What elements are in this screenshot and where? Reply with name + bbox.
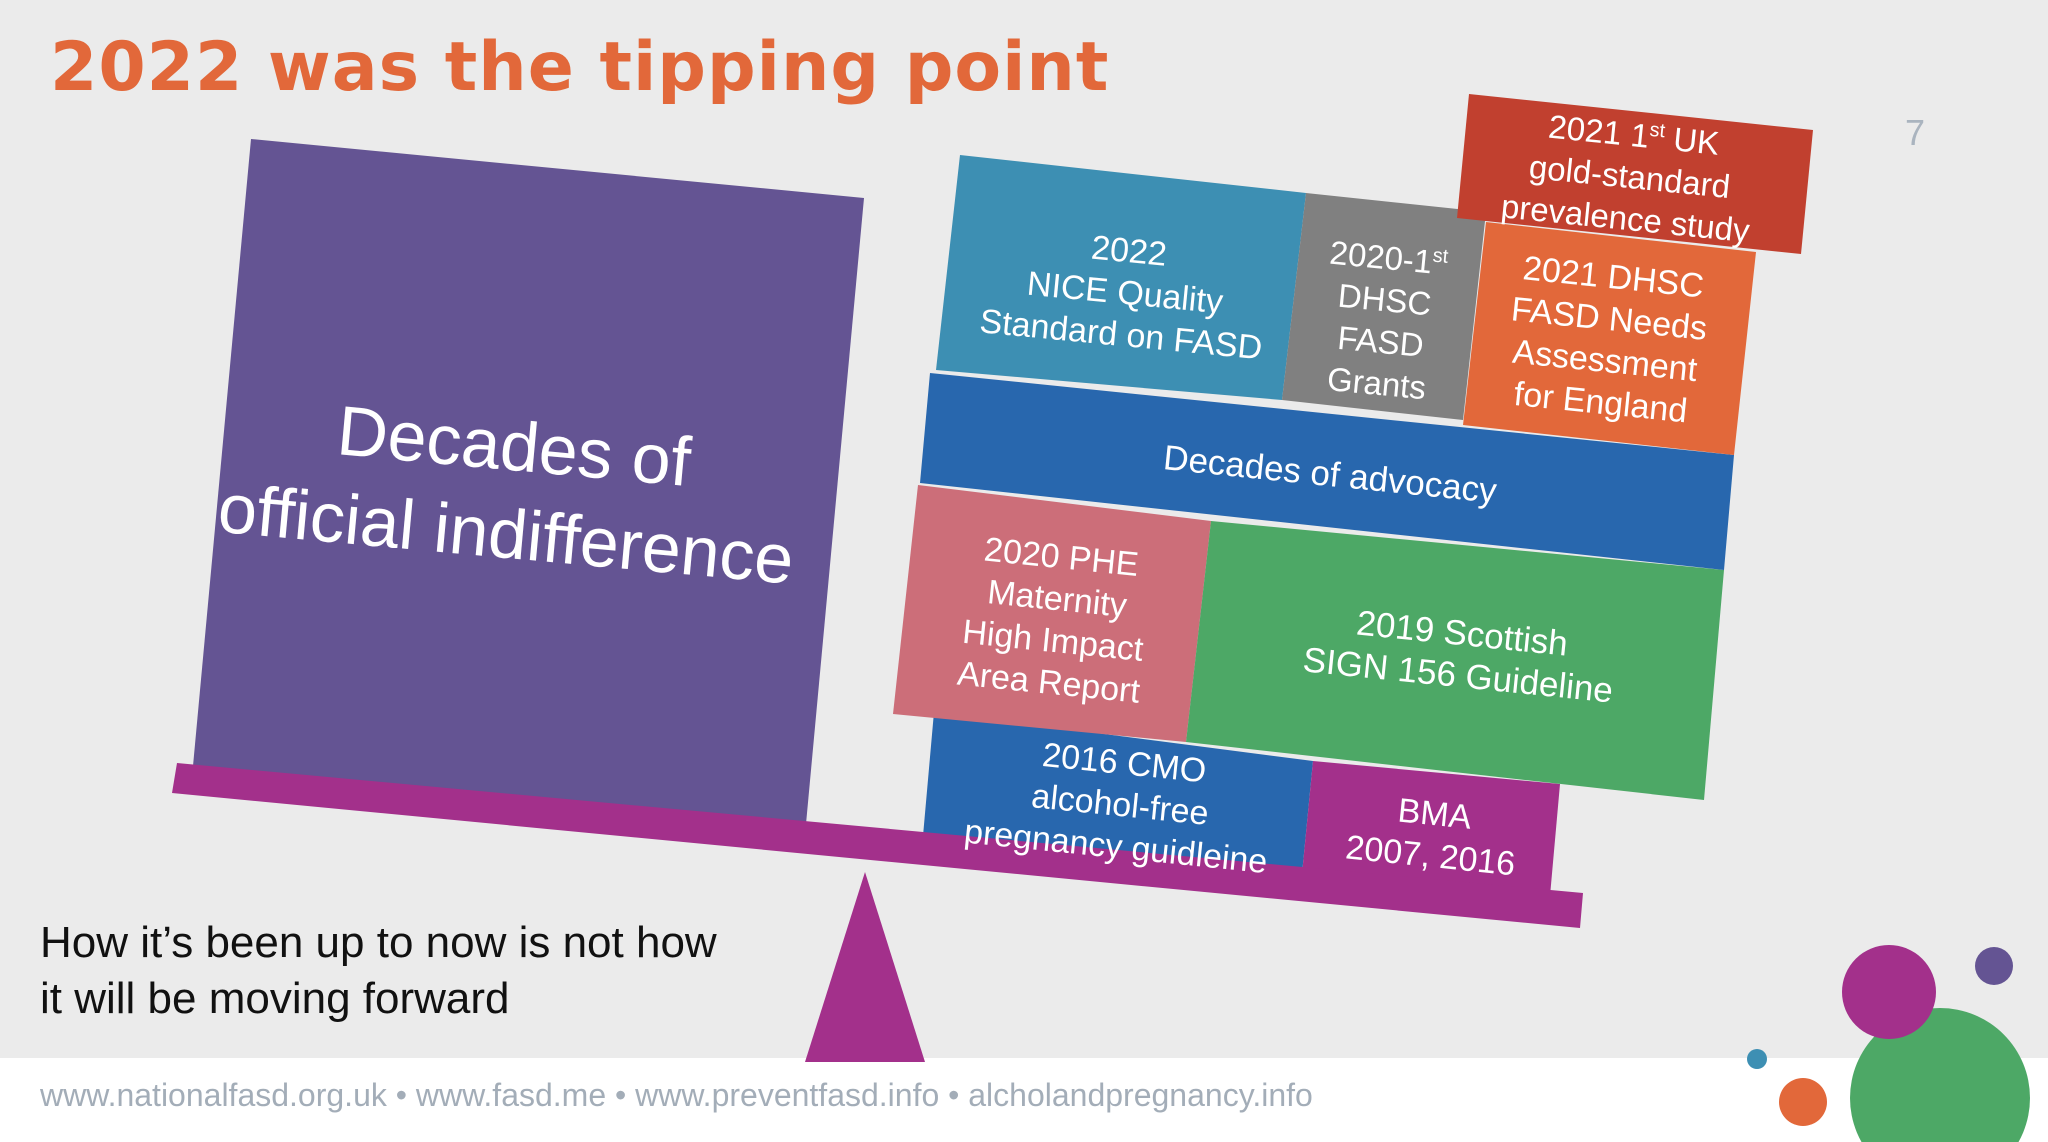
caption-line2: it will be moving forward (40, 974, 510, 1023)
phe-report-block (893, 485, 1211, 742)
fulcrum-triangle (805, 872, 925, 1062)
advocacy-line1: Decades of advocacy (1161, 438, 1499, 511)
dhsc-grants-block (1282, 193, 1486, 420)
decor-circle-violet (1975, 947, 2013, 985)
prevalence-study-block (1457, 94, 1813, 254)
phe-report-label: 2020 PHE Maternity High Impact Area Repo… (896, 505, 1215, 734)
bma-line2: 2007, 2016 (1343, 828, 1517, 884)
decor-circle-teal (1747, 1049, 1767, 1069)
bma-block (1302, 761, 1560, 896)
study-line1-suffix: UK (1662, 118, 1722, 162)
study-line1-prefix: 2021 1 (1546, 107, 1651, 155)
caption: How it’s been up to now is not how it wi… (40, 915, 717, 1027)
decor-circle-orange (1779, 1078, 1827, 1126)
page-number: 7 (1905, 112, 1926, 153)
official-indifference-block (193, 139, 864, 824)
bma-line1: BMA (1396, 791, 1474, 837)
nice-standard-block (936, 155, 1306, 400)
footer-links: www.nationalfasd.org.uk • www.fasd.me • … (40, 1077, 1313, 1113)
slide-title: 2022 was the tipping point (50, 28, 1110, 107)
sign-guideline-block (1186, 521, 1724, 800)
dhsc-needs-label: 2021 DHSC FASD Needs Assessment for Engl… (1453, 226, 1762, 454)
cmo-guideline-block (923, 712, 1313, 874)
footer-band (0, 1058, 2048, 1142)
grants-line4: Grants (1325, 359, 1428, 406)
grants-line1-sup: st (1431, 244, 1450, 268)
balance-beam (172, 763, 1583, 928)
advocacy-band (920, 373, 1734, 570)
dhsc-needs-block (1463, 222, 1756, 455)
nice-line1: 2022 (1089, 228, 1169, 274)
decor-circle-purple (1842, 945, 1936, 1039)
caption-line1: How it’s been up to now is not how (40, 918, 717, 967)
grants-line1-prefix: 2020-1 (1328, 233, 1435, 280)
decor-circle-green (1850, 1008, 2030, 1142)
